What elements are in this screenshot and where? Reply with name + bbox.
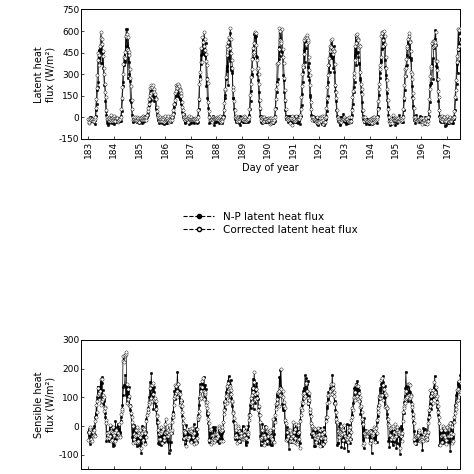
X-axis label: Day of year: Day of year: [242, 163, 299, 173]
Y-axis label: Latent heat
flux (W/m²): Latent heat flux (W/m²): [34, 46, 56, 102]
Legend: N-P latent heat flux, Corrected latent heat flux: N-P latent heat flux, Corrected latent h…: [183, 211, 357, 235]
Y-axis label: Sensible heat
flux (W/m²): Sensible heat flux (W/m²): [34, 371, 56, 438]
